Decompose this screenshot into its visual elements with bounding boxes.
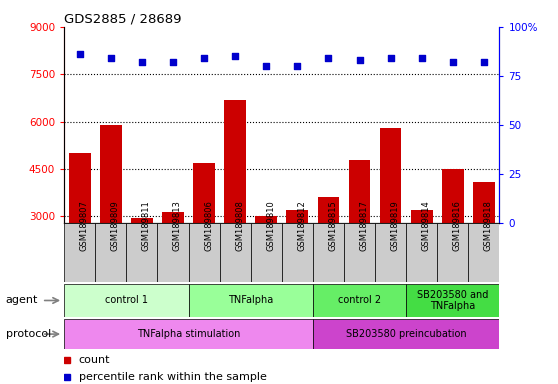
Point: [262, 63, 271, 69]
Bar: [162, 212, 184, 311]
Text: SB203580 preincubation: SB203580 preincubation: [346, 329, 466, 339]
Point: [169, 59, 177, 65]
Point: [324, 55, 333, 61]
Bar: [406, 284, 499, 317]
Bar: [406, 223, 437, 282]
Text: control 2: control 2: [338, 295, 381, 306]
Text: GSM189813: GSM189813: [173, 200, 182, 251]
Point: [448, 59, 457, 65]
Point: [479, 59, 488, 65]
Bar: [131, 218, 153, 311]
Bar: [157, 223, 189, 282]
Text: GSM189817: GSM189817: [359, 200, 368, 251]
Text: GDS2885 / 28689: GDS2885 / 28689: [64, 13, 182, 26]
Point: [230, 53, 239, 59]
Bar: [251, 223, 282, 282]
Bar: [473, 182, 495, 311]
Bar: [64, 284, 189, 317]
Bar: [468, 223, 499, 282]
Point: [200, 55, 209, 61]
Text: agent: agent: [6, 295, 38, 306]
Text: count: count: [79, 356, 110, 366]
Point: [386, 55, 395, 61]
Bar: [318, 197, 339, 311]
Bar: [313, 223, 344, 282]
Bar: [282, 223, 313, 282]
Text: GSM189808: GSM189808: [235, 200, 244, 251]
Point: [293, 63, 302, 69]
Point: [355, 57, 364, 63]
Text: GSM189806: GSM189806: [204, 200, 213, 251]
Bar: [286, 210, 308, 311]
Bar: [95, 223, 126, 282]
Bar: [224, 99, 246, 311]
Text: GSM189812: GSM189812: [297, 200, 306, 251]
Text: SB203580 and
TNFalpha: SB203580 and TNFalpha: [417, 290, 488, 311]
Bar: [411, 210, 432, 311]
Bar: [313, 319, 499, 349]
Bar: [442, 169, 464, 311]
Bar: [344, 223, 375, 282]
Text: GSM189811: GSM189811: [142, 200, 151, 251]
Text: TNFalpha: TNFalpha: [228, 295, 273, 306]
Bar: [220, 223, 251, 282]
Bar: [256, 217, 277, 311]
Text: control 1: control 1: [105, 295, 148, 306]
Bar: [189, 284, 313, 317]
Bar: [193, 163, 215, 311]
Text: GSM189810: GSM189810: [266, 200, 275, 251]
Text: GSM189818: GSM189818: [484, 200, 493, 251]
Text: GSM189807: GSM189807: [80, 200, 89, 251]
Text: percentile rank within the sample: percentile rank within the sample: [79, 372, 266, 382]
Bar: [64, 223, 95, 282]
Bar: [349, 159, 371, 311]
Bar: [189, 223, 220, 282]
Bar: [313, 284, 406, 317]
Point: [417, 55, 426, 61]
Bar: [69, 153, 90, 311]
Text: GSM189814: GSM189814: [422, 200, 431, 251]
Bar: [100, 125, 122, 311]
Point: [107, 55, 116, 61]
Bar: [437, 223, 468, 282]
Text: GSM189809: GSM189809: [111, 200, 120, 251]
Text: protocol: protocol: [6, 329, 51, 339]
Bar: [64, 319, 313, 349]
Text: GSM189815: GSM189815: [329, 200, 338, 251]
Text: TNFalpha stimulation: TNFalpha stimulation: [137, 329, 240, 339]
Bar: [375, 223, 406, 282]
Bar: [126, 223, 157, 282]
Point: [75, 51, 84, 57]
Text: GSM189816: GSM189816: [453, 200, 462, 251]
Point: [137, 59, 146, 65]
Text: GSM189819: GSM189819: [391, 200, 400, 251]
Bar: [379, 128, 402, 311]
